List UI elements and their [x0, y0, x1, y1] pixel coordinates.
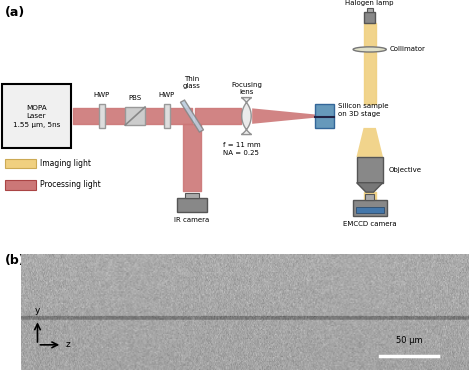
Bar [185, 192, 199, 198]
Text: MOPA
Laser
1.55 μm, 5ns: MOPA Laser 1.55 μm, 5ns [13, 105, 60, 127]
Text: f = 11 mm
NA = 0.25: f = 11 mm NA = 0.25 [223, 142, 260, 156]
Bar [176, 198, 208, 211]
Bar [364, 12, 375, 23]
Bar [365, 194, 374, 200]
Polygon shape [241, 97, 252, 135]
Text: Silicon sample
on 3D stage: Silicon sample on 3D stage [338, 103, 389, 117]
Polygon shape [181, 100, 203, 132]
Polygon shape [356, 183, 383, 192]
Text: HWP: HWP [159, 92, 175, 98]
Bar [367, 8, 373, 12]
Text: EMCCD camera: EMCCD camera [343, 221, 397, 228]
Bar [353, 200, 387, 216]
Text: 50 μm: 50 μm [396, 336, 423, 345]
Text: (b): (b) [5, 254, 26, 267]
Text: PBS: PBS [128, 95, 142, 100]
Bar [5, 180, 36, 189]
Bar [356, 207, 384, 213]
Text: (a): (a) [5, 7, 25, 20]
Text: Halogen lamp: Halogen lamp [346, 0, 394, 6]
Text: Collimator: Collimator [390, 47, 426, 52]
Polygon shape [356, 128, 383, 157]
Bar [315, 104, 334, 128]
Text: Imaging light: Imaging light [40, 159, 91, 168]
Text: Focusing
lens: Focusing lens [231, 82, 262, 95]
Bar [99, 104, 105, 128]
Bar [125, 107, 145, 125]
Bar [5, 159, 36, 168]
Polygon shape [252, 108, 316, 124]
Text: y: y [35, 306, 40, 315]
Text: Processing light: Processing light [40, 180, 101, 189]
Bar [2, 84, 71, 148]
Bar [164, 104, 170, 128]
Bar [356, 157, 383, 183]
Text: Thin
glass: Thin glass [183, 77, 201, 89]
Text: z: z [66, 340, 71, 349]
Text: HWP: HWP [94, 92, 110, 98]
Text: Objective: Objective [388, 167, 421, 173]
Text: IR camera: IR camera [174, 217, 210, 223]
Ellipse shape [353, 47, 386, 52]
